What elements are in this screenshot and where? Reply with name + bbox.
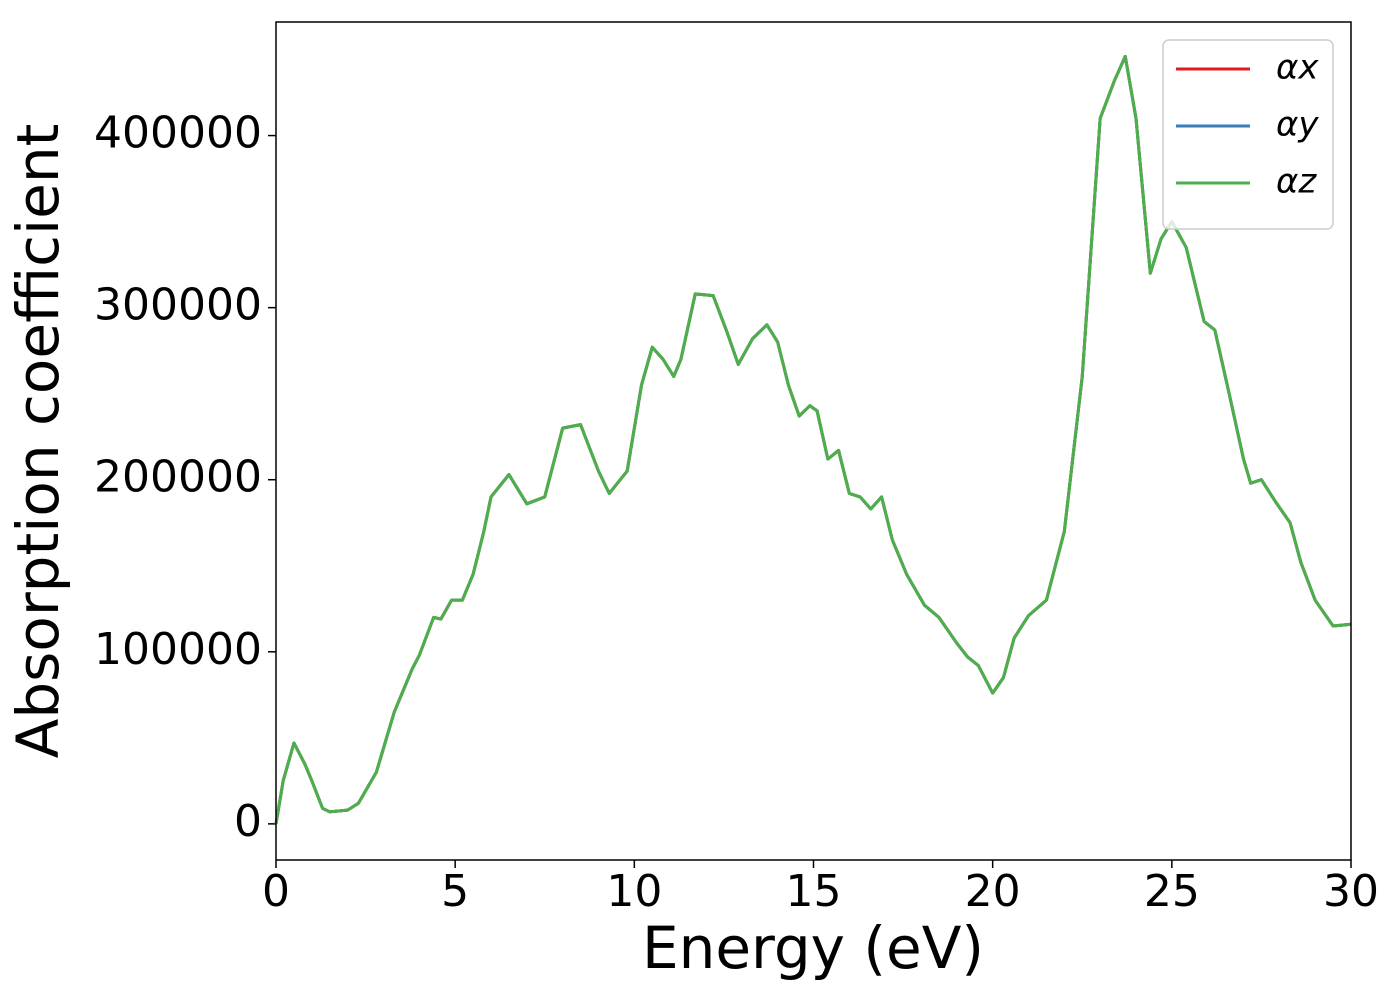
- x-tick-label: 5: [441, 866, 469, 917]
- x-tick-label: 10: [606, 866, 662, 917]
- x-tick-label: 30: [1323, 866, 1379, 917]
- plot-frame: [275, 21, 1352, 861]
- x-tick-label: 0: [262, 866, 290, 917]
- x-tick-label: 15: [786, 866, 842, 917]
- y-axis-label: Absorption coefficient: [4, 124, 72, 759]
- y-tick-label: 400000: [94, 108, 262, 159]
- y-tick-label: 0: [234, 796, 262, 847]
- legend-label: αx: [1276, 48, 1319, 88]
- data-line: [274, 54, 1352, 825]
- legend-label: αy: [1276, 105, 1319, 145]
- x-axis-label: Energy (eV): [642, 914, 984, 982]
- y-tick-label: 100000: [94, 624, 262, 675]
- x-tick-label: 25: [1144, 866, 1200, 917]
- y-tick-label: 200000: [94, 452, 262, 503]
- legend-label: αz: [1276, 162, 1317, 202]
- y-tick-label: 300000: [94, 280, 262, 331]
- x-tick-label: 20: [965, 866, 1021, 917]
